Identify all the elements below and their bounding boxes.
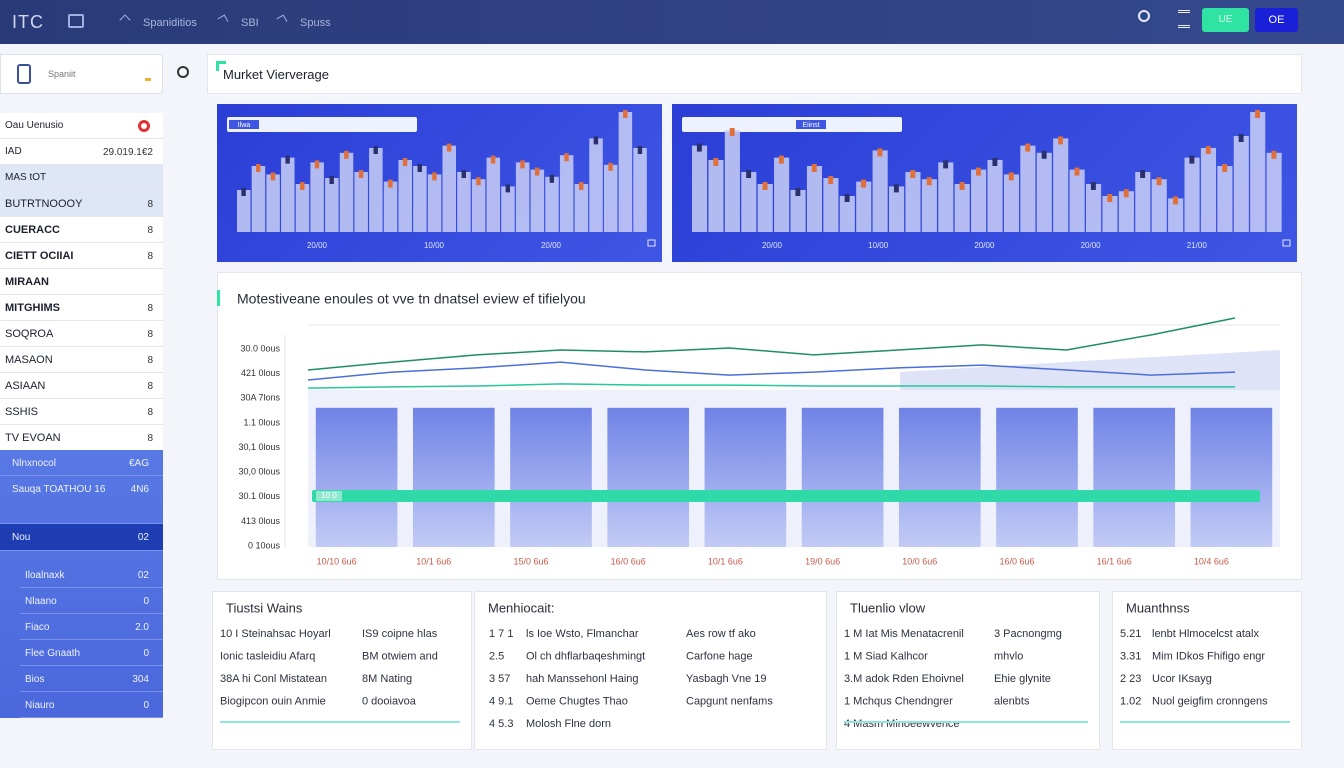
sidebar-blue-row[interactable]: Flee Gnaath 0 xyxy=(20,640,163,666)
row-label: MIRAAN xyxy=(5,276,49,288)
nav-item[interactable]: SBI xyxy=(241,17,259,29)
row-value: 8 xyxy=(147,303,153,314)
sidebar-row[interactable]: CUERACC 8 xyxy=(0,217,163,243)
row-value: 8 xyxy=(147,355,153,366)
magnifier[interactable] xyxy=(177,66,189,78)
sidebar-blue-row[interactable]: Sauqa TOATHOU 16 4N6 xyxy=(0,476,163,524)
nav-icon xyxy=(119,14,131,26)
sidebar-row[interactable]: MASAON 8 xyxy=(0,347,163,373)
row-value: 8 xyxy=(147,225,153,236)
row-value: 0 xyxy=(143,596,149,607)
sidebar-row[interactable]: TV EVOAN 8 xyxy=(0,425,163,451)
sidebar-blue-row[interactable]: Nlaano 0 xyxy=(20,588,163,614)
search-icon xyxy=(17,64,31,84)
row-label: Nlaano xyxy=(25,596,57,607)
sidebar-row[interactable]: BUTRTNOOOY 8 xyxy=(0,191,163,217)
sidebar-list: Oau Uenusio IAD 29.019.1€2 MAS tOT BUTRTNOOO… xyxy=(0,113,163,451)
sidebar-row[interactable]: Oau Uenusio xyxy=(0,113,163,139)
logo-icon xyxy=(68,14,84,28)
chart-panel xyxy=(217,272,1302,580)
row-value: 0 xyxy=(143,700,149,711)
row-value: 304 xyxy=(132,674,149,685)
sidebar-blue-row[interactable]: Niauro 0 xyxy=(20,692,163,718)
row-label: Oau Uenusio xyxy=(5,120,64,131)
search-marker xyxy=(145,65,151,81)
row-label: BUTRTNOOOY xyxy=(5,198,83,210)
row-label: Iloalnaxk xyxy=(25,570,65,581)
row-label: Flee Gnaath xyxy=(25,648,81,659)
row-label: MASAON xyxy=(5,354,53,366)
sidebar-row[interactable]: CIETT OCIIAI 8 xyxy=(0,243,163,269)
green-button[interactable]: UE xyxy=(1202,8,1249,32)
mini-panel xyxy=(672,104,1297,262)
info-card xyxy=(474,591,827,750)
row-value: 8 xyxy=(147,433,153,444)
nav-icon xyxy=(217,14,229,26)
row-value: 02 xyxy=(137,532,149,543)
sidebar-row[interactable]: ASIAAN 8 xyxy=(0,373,163,399)
info-card xyxy=(212,591,472,750)
row-value: 4N6 xyxy=(130,484,149,495)
top-bar: ITC Spaniditios SBI Spuss UE OE xyxy=(0,0,1344,44)
row-label: MITGHIMS xyxy=(5,302,60,314)
sidebar-blue-row[interactable]: Nlnxnocol €AG xyxy=(0,450,163,476)
chart-marker xyxy=(217,290,220,306)
main-header: Murket Vierverage xyxy=(207,54,1302,94)
header-title: Murket Vierverage xyxy=(223,67,329,82)
row-value: 0 xyxy=(143,648,149,659)
header-mark xyxy=(216,61,226,71)
row-value: 8 xyxy=(147,381,153,392)
row-value: 2.0 xyxy=(135,622,149,633)
info-card xyxy=(1112,591,1302,750)
sidebar-blue-row[interactable]: Fiaco 2.0 xyxy=(20,614,163,640)
row-label: IAD xyxy=(5,146,22,157)
row-value: €AG xyxy=(128,458,149,469)
sidebar-row[interactable]: MITGHIMS 8 xyxy=(0,295,163,321)
row-label: SOQROA xyxy=(5,328,54,340)
search-box: Spaniit xyxy=(0,54,163,94)
row-value: 29.019.1€2 xyxy=(102,147,153,158)
row-value: 8 xyxy=(147,407,153,418)
row-label: CIETT OCIIAI xyxy=(5,250,74,262)
blue-button[interactable]: OE xyxy=(1255,8,1298,32)
row-label: Fiaco xyxy=(25,622,50,633)
row-label: SSHIS xyxy=(5,406,39,418)
sidebar-blue-row[interactable]: Nou 02 xyxy=(0,524,163,551)
menu-icon xyxy=(1178,10,1190,28)
row-label: Bios xyxy=(25,674,45,685)
row-label: CUERACC xyxy=(5,224,60,236)
row-label: Sauqa TOATHOU 16 xyxy=(12,484,106,495)
logo: ITC xyxy=(12,12,44,32)
row-value: 8 xyxy=(147,199,153,210)
sidebar-blue: Nlnxnocol €AG Sauqa TOATHOU 16 4N6 Nou 02 Iloa… xyxy=(0,450,163,718)
row-value: 8 xyxy=(147,329,153,340)
sidebar-row[interactable]: SOQROA 8 xyxy=(0,321,163,347)
row-label: Nlnxnocol xyxy=(12,458,56,469)
row-label: ASIAAN xyxy=(5,380,46,392)
row-label: MAS tOT xyxy=(5,172,47,183)
row-value: 02 xyxy=(137,570,149,581)
info-card xyxy=(836,591,1100,750)
sidebar-blue-row[interactable]: Bios 304 xyxy=(20,666,163,692)
user-icon xyxy=(1138,10,1150,22)
nav-item[interactable]: Spaniditios xyxy=(143,17,197,29)
nav-icon xyxy=(276,14,288,26)
row-label: Nou xyxy=(12,532,31,543)
alert-icon xyxy=(138,120,150,132)
row-label: Niauro xyxy=(25,700,55,711)
nav-item[interactable]: Spuss xyxy=(300,17,331,29)
mini-panel xyxy=(217,104,662,262)
sidebar-row[interactable]: MAS tOT xyxy=(0,165,163,191)
sidebar-row[interactable]: MIRAAN xyxy=(0,269,163,295)
sidebar-row[interactable]: SSHIS 8 xyxy=(0,399,163,425)
sidebar-row[interactable]: IAD 29.019.1€2 xyxy=(0,139,163,165)
sidebar-blue-row[interactable]: Iloalnaxk 02 xyxy=(20,562,163,588)
row-label: TV EVOAN xyxy=(5,432,61,444)
row-value: 8 xyxy=(147,251,153,262)
search-text[interactable]: Spaniit xyxy=(48,69,76,79)
